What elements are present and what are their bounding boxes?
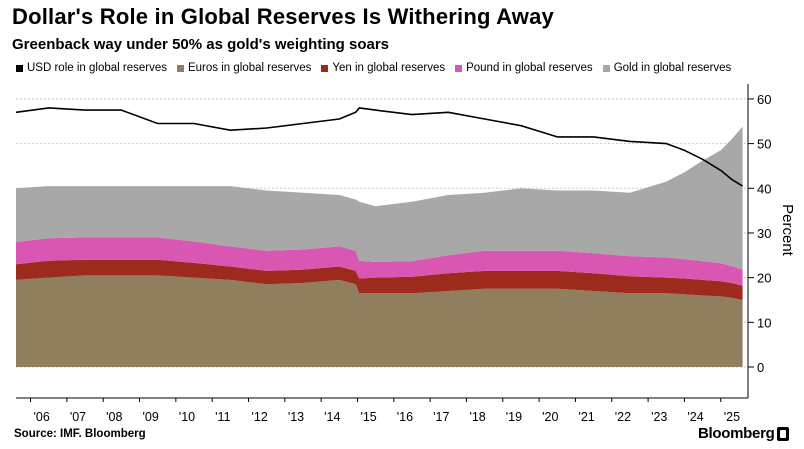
legend-item-gold: Gold in global reserves [602,62,732,74]
area-euros [16,275,743,367]
x-tick-label-2020: '20 [542,410,558,424]
legend-swatch-usd [16,64,23,72]
legend-item-usd: USD role in global reserves [16,62,167,74]
x-tick-label-2010: '10 [179,410,195,424]
y-tick-label-40: 40 [757,181,771,196]
legend-label-usd: USD role in global reserves [27,62,167,74]
x-tick-label-2006: '06 [34,410,50,424]
legend-label-pound: Pound in global reserves [466,62,593,74]
x-tick-label-2016: '16 [397,410,413,424]
bloomberg-icon [777,426,790,441]
chart-subtitle: Greenback way under 50% as gold's weight… [12,36,390,53]
y-tick-label-0: 0 [757,360,764,375]
y-tick-label-50: 50 [757,137,771,152]
source-note: Source: IMF. Bloomberg [14,428,146,440]
x-tick-label-2007: '07 [70,410,86,424]
x-tick-label-2013: '13 [288,410,304,424]
legend-label-yen: Yen in global reserves [332,62,446,74]
x-tick-label-2009: '09 [143,410,159,424]
y-axis-label: Percent [779,204,796,257]
y-tick-label-20: 20 [757,271,771,286]
legend-item-euros: Euros in global reserves [176,62,312,74]
legend-label-gold: Gold in global reserves [613,62,732,74]
legend-swatch-yen [321,64,329,72]
area-pound [16,237,743,286]
line-usd [15,107,744,187]
legend-item-yen: Yen in global reserves [321,62,445,74]
x-tick-label-2025: '25 [724,410,740,424]
legend-swatch-pound [455,64,463,72]
x-tick-label-2021: '21 [578,410,594,424]
x-tick-label-2022: '22 [615,410,631,424]
legend-swatch-gold [602,64,610,72]
y-tick-label-60: 60 [757,92,771,107]
legend-swatch-euros [176,64,184,72]
x-tick-label-2014: '14 [324,410,340,424]
x-tick-label-2018: '18 [469,410,485,424]
x-tick-label-2011: '11 [215,410,230,424]
x-tick-label-2017: '17 [433,410,449,424]
x-tick-label-2023: '23 [651,410,667,424]
y-tick-label-10: 10 [757,315,771,330]
x-tick-label-2015: '15 [360,410,376,424]
legend-item-pound: Pound in global reserves [455,62,593,74]
bloomberg-wordmark: Bloomberg [698,425,775,442]
x-tick-label-2012: '12 [251,410,267,424]
x-tick-label-2024: '24 [687,410,703,424]
x-tick-label-2008: '08 [106,410,122,424]
area-yen [16,259,743,300]
area-gold [16,126,743,270]
bloomberg-logo: Bloomberg [698,425,790,442]
chart-title: Dollar's Role in Global Reserves Is With… [12,4,554,29]
legend-label-euros: Euros in global reserves [187,62,312,74]
chart-legend: USD role in global reserves Euros in glo… [16,62,731,74]
y-tick-label-30: 30 [757,226,771,241]
x-tick-label-2019: '19 [506,410,522,424]
